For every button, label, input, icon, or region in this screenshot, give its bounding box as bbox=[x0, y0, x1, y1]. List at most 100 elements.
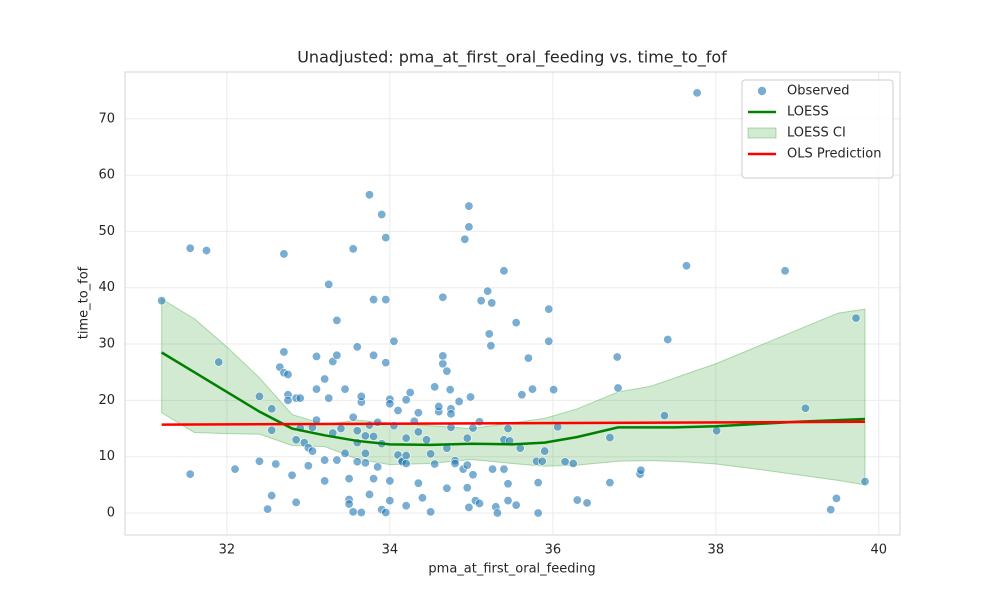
scatter-point bbox=[405, 387, 415, 397]
scatter-point bbox=[503, 479, 513, 489]
scatter-point bbox=[476, 296, 486, 306]
scatter-point bbox=[393, 406, 403, 416]
scatter-point bbox=[352, 426, 362, 436]
scatter-point bbox=[605, 433, 615, 443]
scatter-point bbox=[279, 347, 289, 357]
scatter-point bbox=[464, 502, 474, 512]
scatter-point bbox=[401, 433, 411, 443]
scatter-point bbox=[488, 464, 498, 474]
scatter-point bbox=[659, 411, 669, 421]
scatter-point bbox=[364, 190, 374, 200]
scatter-point bbox=[438, 359, 448, 369]
scatter-point bbox=[486, 341, 496, 351]
scatter-point bbox=[230, 464, 240, 474]
scatter-point bbox=[560, 457, 570, 467]
y-tick-label: 40 bbox=[98, 280, 115, 295]
scatter-point bbox=[214, 357, 224, 367]
scatter-point bbox=[332, 350, 342, 360]
scatter-point bbox=[287, 470, 297, 480]
scatter-point bbox=[483, 286, 493, 296]
scatter-point bbox=[712, 426, 722, 436]
scatter-point bbox=[464, 201, 474, 211]
scatter-point bbox=[369, 474, 379, 484]
scatter-point bbox=[201, 246, 211, 256]
legend-label: OLS Prediction bbox=[787, 147, 881, 162]
scatter-point bbox=[442, 483, 452, 493]
scatter-point bbox=[320, 455, 330, 465]
scatter-point bbox=[385, 476, 395, 486]
legend-marker bbox=[747, 127, 777, 139]
scatter-point bbox=[373, 462, 383, 472]
scatter-point bbox=[332, 315, 342, 325]
y-tick-label: 50 bbox=[98, 224, 115, 239]
scatter-point bbox=[438, 351, 448, 361]
scatter-point bbox=[324, 393, 334, 403]
scatter-point bbox=[613, 383, 623, 393]
scatter-point bbox=[303, 461, 313, 471]
scatter-point bbox=[636, 465, 646, 475]
scatter-point bbox=[267, 425, 277, 435]
scatter-point bbox=[401, 458, 411, 468]
scatter-point bbox=[344, 499, 354, 509]
scatter-point bbox=[466, 392, 476, 402]
scatter-point bbox=[295, 393, 305, 403]
scatter-point bbox=[271, 459, 281, 469]
y-tick-label: 60 bbox=[98, 168, 115, 183]
scatter-point bbox=[157, 296, 167, 306]
scatter-point bbox=[340, 448, 350, 458]
scatter-point bbox=[544, 336, 554, 346]
scatter-point bbox=[348, 507, 358, 517]
scatter-point bbox=[434, 402, 444, 412]
legend-box bbox=[741, 79, 894, 179]
scatter-point bbox=[474, 498, 484, 508]
scatter-point bbox=[283, 395, 293, 405]
scatter-point bbox=[426, 449, 436, 459]
scatter-point bbox=[328, 357, 338, 367]
scatter-point bbox=[385, 496, 395, 506]
scatter-point bbox=[484, 329, 494, 339]
y-tick-label: 10 bbox=[98, 449, 115, 464]
scatter-point bbox=[487, 298, 497, 308]
scatter-point bbox=[540, 446, 550, 456]
scatter-point bbox=[291, 435, 301, 445]
scatter-point bbox=[320, 374, 330, 384]
scatter-point bbox=[523, 353, 533, 363]
scatter-point bbox=[533, 478, 543, 488]
scatter-point bbox=[544, 304, 554, 314]
legend-label: LOESS bbox=[787, 105, 829, 120]
scatter-point bbox=[267, 491, 277, 501]
x-tick-label: 32 bbox=[219, 543, 236, 558]
scatter-point bbox=[332, 455, 342, 465]
legend-label: LOESS CI bbox=[787, 126, 846, 141]
scatter-point bbox=[401, 395, 411, 405]
scatter-point bbox=[499, 464, 509, 474]
scatter-point bbox=[450, 458, 460, 468]
scatter-point bbox=[360, 458, 370, 468]
scatter-point bbox=[348, 244, 358, 254]
scatter-point bbox=[800, 403, 810, 413]
scatter-point bbox=[582, 498, 592, 508]
scatter-point bbox=[515, 443, 525, 453]
legend-label: Observed bbox=[787, 84, 850, 99]
scatter-point bbox=[381, 507, 391, 517]
scatter-point bbox=[462, 460, 472, 470]
scatter-point bbox=[381, 233, 391, 243]
scatter-point bbox=[320, 476, 330, 486]
x-tick-label: 38 bbox=[708, 543, 725, 558]
scatter-point bbox=[462, 483, 472, 493]
scatter-point bbox=[312, 351, 322, 361]
scatter-point bbox=[340, 384, 350, 394]
scatter-point bbox=[468, 470, 478, 480]
scatter-point bbox=[381, 358, 391, 368]
scatter-point bbox=[254, 391, 264, 401]
scatter-point bbox=[364, 420, 374, 430]
scatter-point bbox=[312, 384, 322, 394]
scatter-point bbox=[446, 409, 456, 419]
scatter-point bbox=[373, 417, 383, 427]
scatter-point bbox=[527, 384, 537, 394]
x-tick-label: 40 bbox=[871, 543, 888, 558]
y-tick-label: 70 bbox=[98, 111, 115, 126]
scatter-point bbox=[464, 222, 474, 232]
scatter-point bbox=[377, 210, 387, 220]
